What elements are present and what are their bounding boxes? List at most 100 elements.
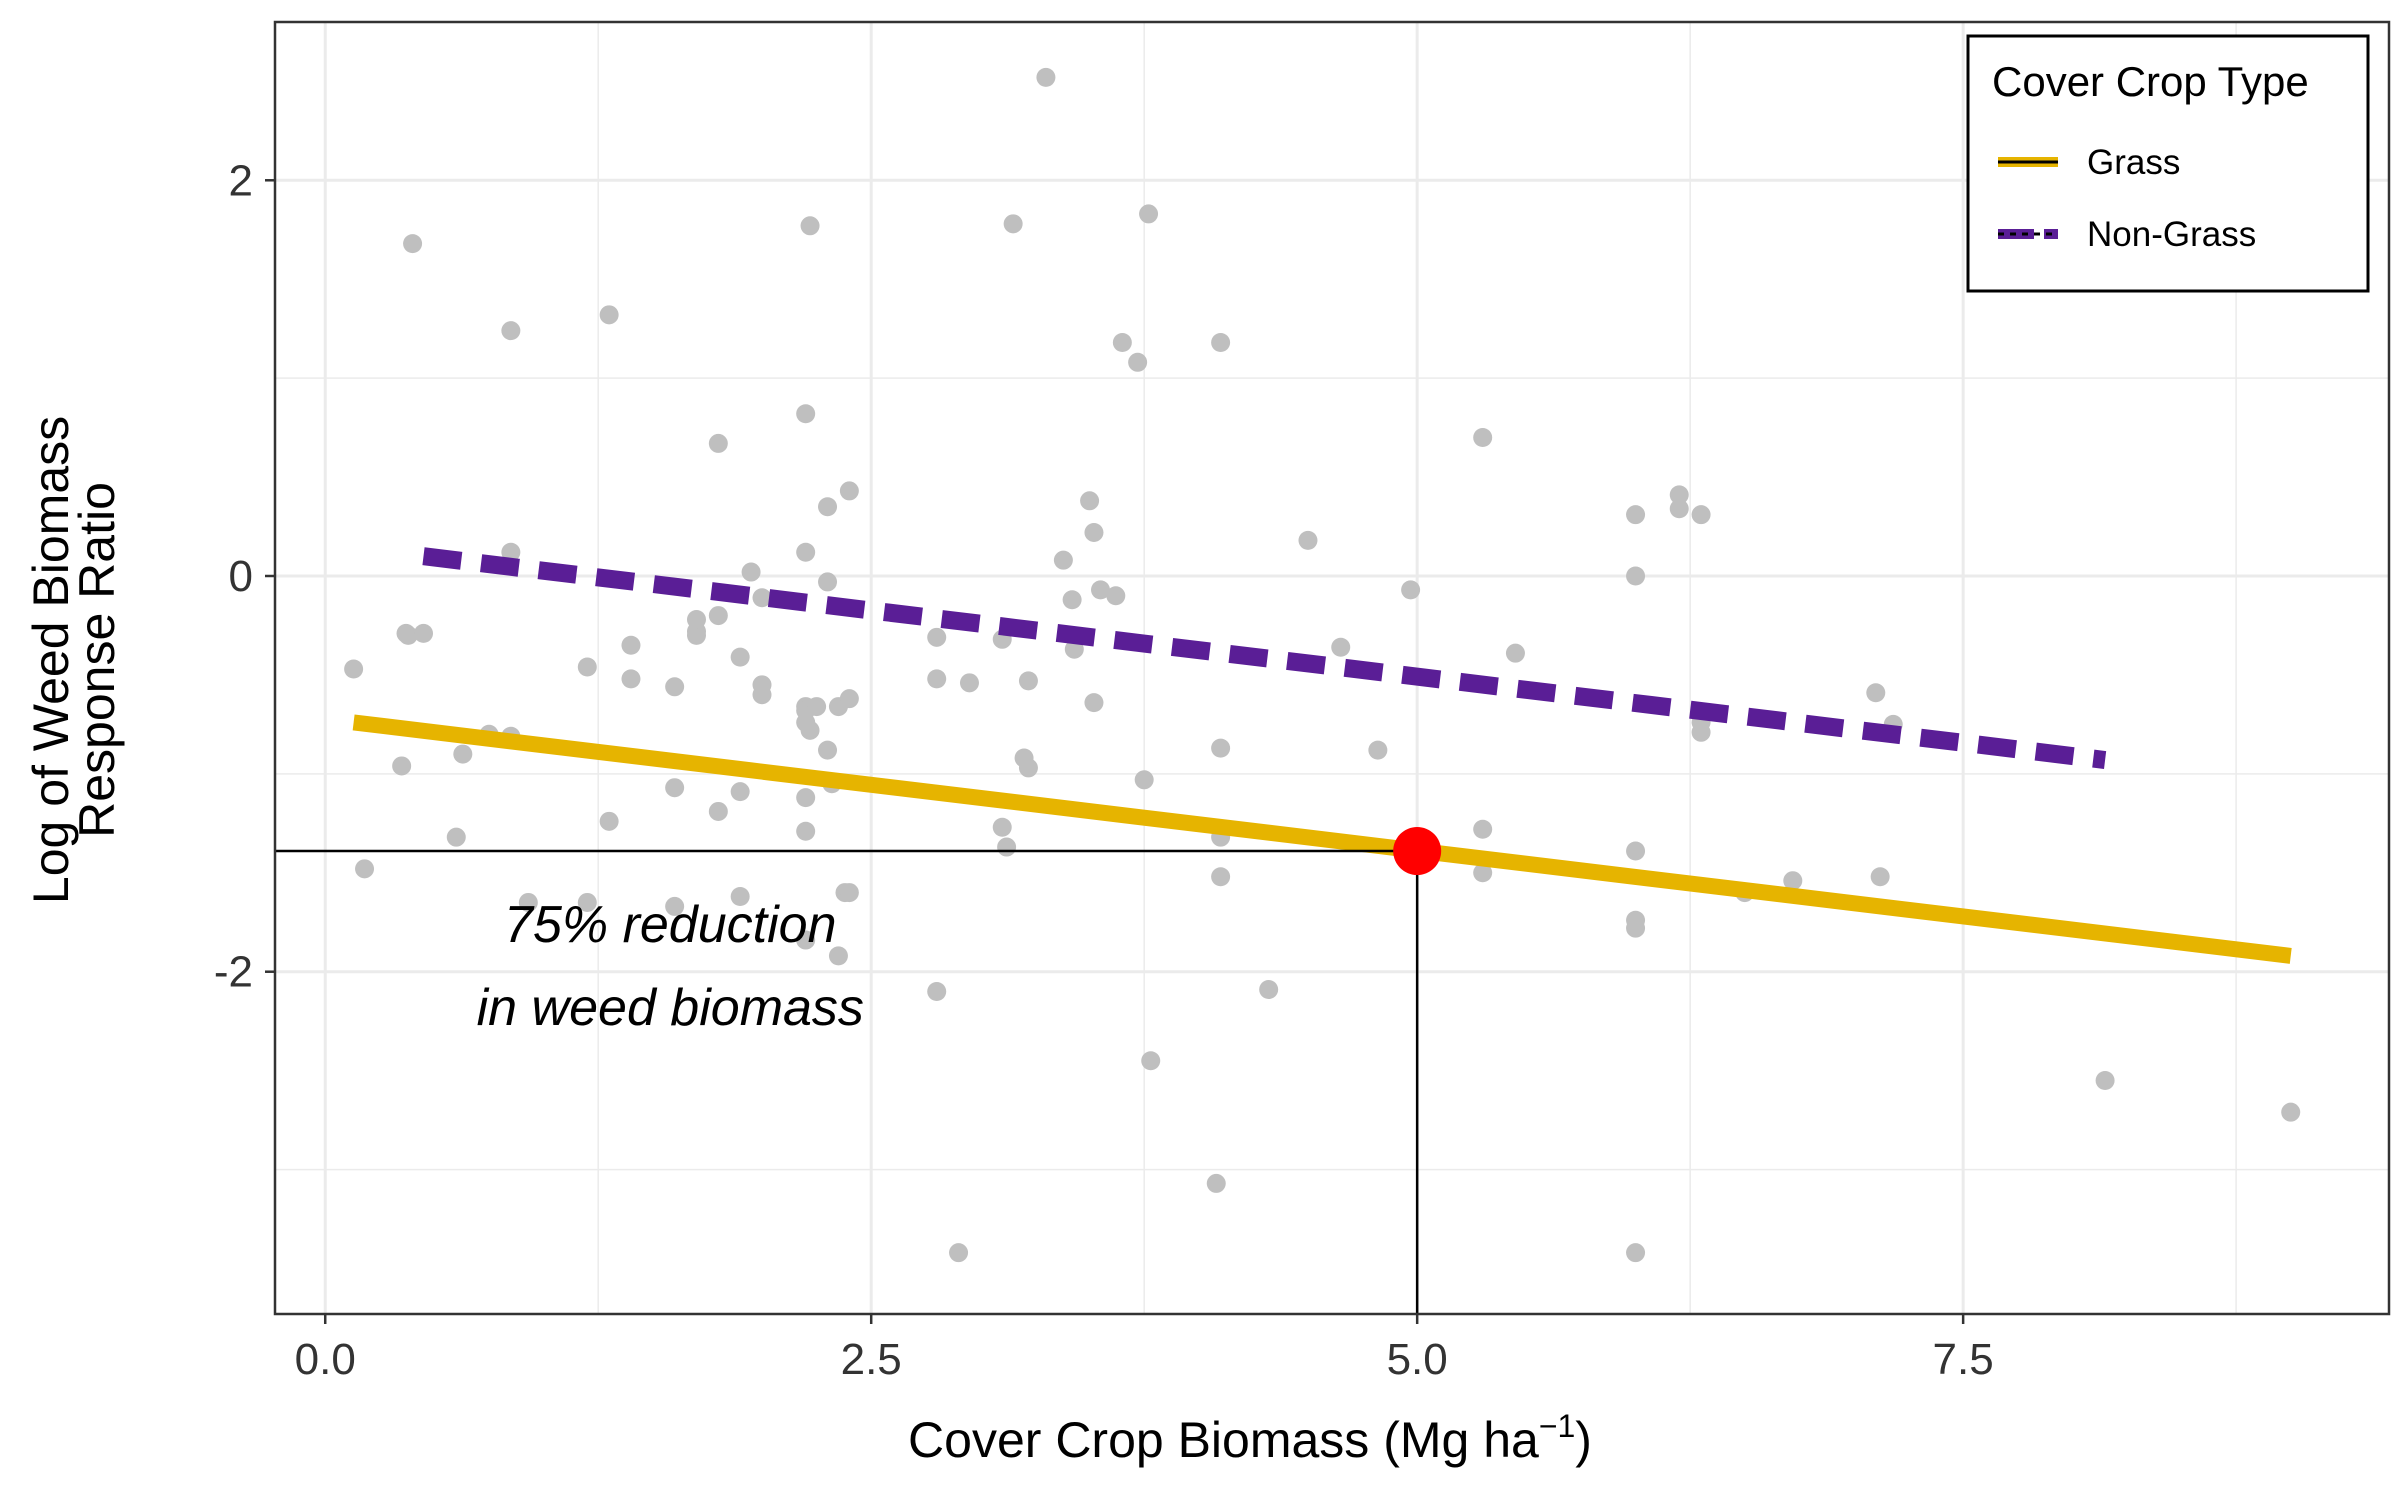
data-point — [796, 930, 816, 950]
data-point — [1080, 491, 1100, 511]
data-point — [1211, 738, 1231, 758]
data-point — [818, 497, 838, 517]
data-point — [839, 883, 859, 903]
y-axis-title-line-1: Log of Weed Biomass — [23, 416, 79, 904]
data-point — [1298, 530, 1318, 550]
data-point — [708, 801, 728, 821]
data-point — [453, 744, 473, 764]
data-point — [501, 321, 521, 341]
data-point — [1691, 505, 1711, 525]
regression-lines — [352, 547, 2292, 964]
data-point — [708, 433, 728, 453]
data-point — [1870, 867, 1890, 887]
data-point — [665, 896, 685, 916]
data-point — [839, 481, 859, 501]
data-point — [1473, 819, 1493, 839]
axis-ticks: 0.0 2.5 5.0 7.5 -2 0 2 — [214, 156, 1994, 1384]
data-points — [344, 67, 2301, 1263]
legend: Cover Crop Type Grass Non-Grass — [1966, 34, 2370, 293]
data-point — [796, 788, 816, 808]
data-point — [392, 756, 412, 776]
data-point — [1505, 643, 1525, 663]
data-point — [828, 946, 848, 966]
annotation-line-1: 75% reduction — [504, 896, 836, 954]
data-point — [621, 635, 641, 655]
data-point — [1211, 333, 1231, 353]
data-point — [927, 669, 947, 689]
x-axis-title-end: ) — [1575, 1412, 1592, 1468]
legend-label-non-grass: Non-Grass — [2087, 215, 2256, 254]
data-point — [959, 673, 979, 693]
non-grass-trend-line — [422, 547, 2107, 769]
data-point — [1106, 586, 1126, 606]
data-point — [1626, 841, 1646, 861]
data-point — [796, 404, 816, 424]
data-point — [741, 562, 761, 582]
data-point — [1018, 758, 1038, 778]
x-tick-label: 7.5 — [1933, 1335, 1994, 1384]
legend-entry-grass: Grass — [1998, 143, 2180, 182]
data-point — [446, 827, 466, 847]
data-point — [1084, 693, 1104, 713]
y-tick-label: -2 — [214, 948, 253, 997]
data-point — [1259, 980, 1279, 1000]
data-point — [752, 685, 772, 705]
data-point — [686, 610, 706, 630]
data-point — [599, 305, 619, 325]
data-point — [621, 669, 641, 689]
data-point — [1626, 1243, 1646, 1263]
data-point — [1473, 427, 1493, 447]
data-point — [730, 782, 750, 802]
data-point — [1473, 863, 1493, 883]
data-point — [686, 625, 706, 645]
data-point — [1626, 566, 1646, 586]
data-point — [501, 542, 521, 562]
x-tick-label: 2.5 — [841, 1335, 902, 1384]
data-point — [949, 1243, 969, 1263]
data-point — [997, 837, 1017, 857]
annotation: 75% reduction in weed biomass — [477, 896, 864, 1037]
data-point — [1331, 637, 1351, 657]
data-point — [818, 740, 838, 760]
data-point — [927, 981, 947, 1001]
data-point — [708, 606, 728, 626]
x-tick-label: 0.0 — [295, 1335, 356, 1384]
data-point — [1669, 485, 1689, 505]
data-point — [752, 588, 772, 608]
data-point — [807, 697, 827, 717]
data-point — [518, 892, 538, 912]
panel-border-rect — [273, 20, 2391, 1316]
panel-border — [273, 20, 2391, 1316]
data-point — [818, 572, 838, 592]
x-axis-title-main: Cover Crop Biomass (Mg ha — [908, 1412, 1539, 1468]
data-point — [398, 625, 418, 645]
data-point — [355, 859, 375, 879]
x-tick-label: 5.0 — [1387, 1335, 1448, 1384]
x-axis-title: Cover Crop Biomass (Mg ha−1) — [908, 1408, 1592, 1468]
data-point — [665, 778, 685, 798]
legend-label-grass: Grass — [2087, 143, 2180, 182]
data-point — [1112, 333, 1132, 353]
data-point — [1783, 871, 1803, 891]
data-point — [1626, 505, 1646, 525]
data-point — [403, 234, 423, 254]
data-point — [1091, 580, 1111, 600]
data-point — [796, 542, 816, 562]
reference-lines — [275, 827, 1442, 1314]
y-axis-title-line-2: Response Ratio — [69, 482, 125, 838]
data-point — [1401, 580, 1421, 600]
data-point — [796, 821, 816, 841]
grass-trend-line — [352, 714, 2292, 964]
y-tick-label: 2 — [229, 156, 253, 205]
data-point — [839, 689, 859, 709]
data-point — [1691, 722, 1711, 742]
data-point — [992, 817, 1012, 837]
data-point — [344, 659, 364, 679]
x-axis-title-superscript: −1 — [1539, 1408, 1575, 1444]
data-point — [1128, 352, 1148, 372]
axis-titles: Cover Crop Biomass (Mg ha−1) Log of Weed… — [23, 416, 1592, 1468]
legend-entry-non-grass: Non-Grass — [1998, 215, 2256, 254]
data-point — [577, 657, 597, 677]
data-point — [1084, 522, 1104, 542]
